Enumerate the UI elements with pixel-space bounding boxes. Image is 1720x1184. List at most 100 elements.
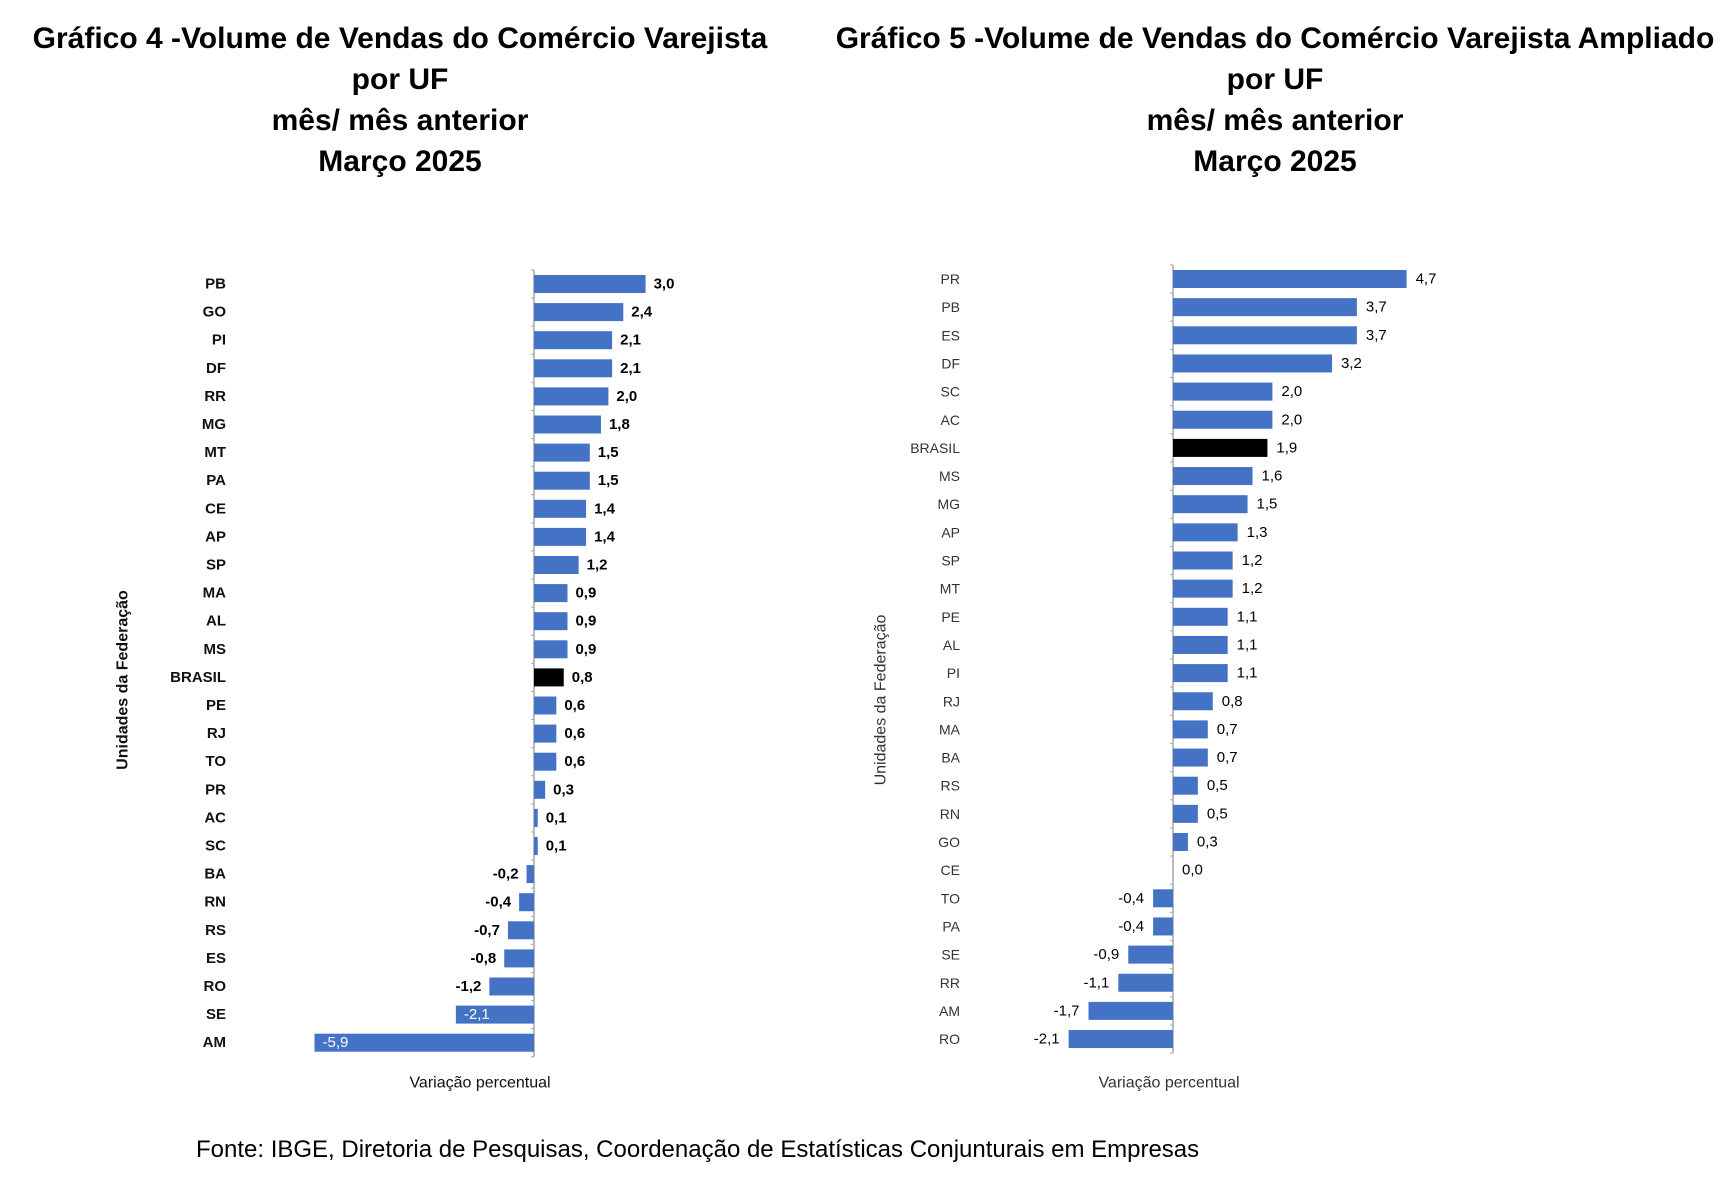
chart-5-category-label: RO xyxy=(939,1031,960,1047)
chart-5-value-label: 1,9 xyxy=(1276,439,1297,456)
chart-4-bar-brasil xyxy=(534,668,564,687)
chart-5-category-label: BA xyxy=(941,750,960,766)
chart-5-value-label: 2,0 xyxy=(1281,411,1302,428)
chart-4-y-axis-title: Unidades da Federação xyxy=(115,590,132,770)
chart-5-value-label: 0,8 xyxy=(1222,693,1243,710)
chart-5-value-label: 1,5 xyxy=(1257,496,1278,513)
chart-5-category-label: MS xyxy=(939,468,960,484)
chart-5-category-label: SP xyxy=(941,553,960,569)
chart-4-category-label: BA xyxy=(204,866,226,883)
chart-5-category-label: PR xyxy=(941,271,960,287)
chart-4-value-label: 0,9 xyxy=(575,641,596,658)
chart-5-category-label: RN xyxy=(940,806,960,822)
chart-4-bar-pe xyxy=(534,696,557,715)
chart-5-bar-es xyxy=(1173,326,1357,345)
chart-5-category-label: AP xyxy=(941,524,960,540)
chart-4-category-label: SC xyxy=(205,838,226,855)
chart-5-bar-sc xyxy=(1173,382,1273,401)
chart-4-bar-ba xyxy=(526,865,534,884)
chart-4-title-line-3: mês/ mês anterior xyxy=(271,104,529,137)
chart-5-category-label: RS xyxy=(941,778,960,794)
chart-4-category-label: RS xyxy=(205,922,226,939)
chart-5-bar-am xyxy=(1088,1001,1173,1020)
chart-4-value-label: -0,7 xyxy=(474,922,500,939)
chart-4-bar-ro xyxy=(489,977,534,996)
chart-5-category-label: TO xyxy=(941,890,960,906)
chart-5-value-label: -1,7 xyxy=(1054,1002,1080,1019)
chart-4-value-label: 0,6 xyxy=(564,697,585,714)
chart-4-title-line-4: Março 2025 xyxy=(318,145,482,178)
chart-4-value-label: 2,1 xyxy=(620,332,641,349)
chart-5-category-label: ES xyxy=(941,327,960,343)
chart-4-category-label: AL xyxy=(206,613,226,630)
chart-4-bar-am xyxy=(314,1033,534,1052)
chart-4-bar-go xyxy=(534,303,624,322)
chart-5-value-label: 0,7 xyxy=(1217,749,1238,766)
chart-4-category-label: BRASIL xyxy=(170,669,226,686)
chart-4-category-label: MA xyxy=(203,585,226,602)
chart-5-value-label: -1,1 xyxy=(1083,974,1109,991)
chart-4-category-label: MT xyxy=(204,444,226,461)
chart-4-plot: PB 3,0 GO 2,4 PI 2,1 DF 2,1 RR 2,0 MG 1,8 MT 1,5 PA 1,5… xyxy=(115,269,674,1092)
chart-4-category-label: RO xyxy=(204,978,227,995)
chart-5-value-label: 0,0 xyxy=(1182,862,1203,879)
chart-4-bar-mt xyxy=(534,443,590,462)
chart-5-title-line-4: Março 2025 xyxy=(1193,145,1357,178)
chart-5-bar-to xyxy=(1153,889,1173,908)
chart-4-value-label: 1,4 xyxy=(594,500,616,517)
chart-4-category-label: SP xyxy=(206,557,226,574)
chart-4-title-line-2: por UF xyxy=(351,63,449,96)
chart-4-category-label: GO xyxy=(203,304,227,321)
chart-4-category-label: RJ xyxy=(207,725,226,742)
chart-5-value-label: 1,1 xyxy=(1237,636,1258,653)
chart-5-category-label: MG xyxy=(937,496,960,512)
chart-5-value-label: 0,5 xyxy=(1207,805,1228,822)
chart-4-bar-pr xyxy=(534,780,546,799)
chart-4-bar-to xyxy=(534,752,557,771)
chart-4-value-label: 1,8 xyxy=(609,416,630,433)
chart-4-title: Gráfico 4 -Volume de Vendas do Comércio … xyxy=(0,18,800,182)
chart-5-title-line-3: mês/ mês anterior xyxy=(1146,104,1404,137)
chart-5-bar-rr xyxy=(1118,973,1173,992)
chart-5-bar-pi xyxy=(1173,664,1228,683)
chart-5-category-label: AC xyxy=(941,412,960,428)
chart-5-category-label: PA xyxy=(942,918,960,934)
chart-5-title-line-2: por UF xyxy=(1226,63,1324,96)
chart-5-y-axis-title: Unidades da Federação xyxy=(873,615,890,786)
chart-5-category-label: SE xyxy=(941,947,960,963)
chart-4-bar-rs xyxy=(507,921,534,940)
chart-4-category-label: PA xyxy=(206,472,226,489)
chart-4-bar-es xyxy=(504,949,534,968)
chart-4-bar-al xyxy=(534,612,568,631)
chart-5-bar-pa xyxy=(1153,917,1173,936)
chart-5-title: Gráfico 5 -Volume de Vendas do Comércio … xyxy=(830,18,1720,182)
chart-4-bar-rn xyxy=(519,893,534,912)
chart-4-bar-pb xyxy=(534,275,646,293)
chart-4-bar-sc xyxy=(534,837,538,855)
chart-4-value-label: 0,1 xyxy=(546,809,567,826)
chart-4-value-label: 1,2 xyxy=(587,557,608,574)
chart-4-value-label: -2,1 xyxy=(464,1006,490,1023)
chart-5-category-label: CE xyxy=(941,862,960,878)
chart-5-bar-brasil xyxy=(1173,438,1268,457)
chart-4-title-line-1: Gráfico 4 -Volume de Vendas do Comércio … xyxy=(32,22,768,55)
chart-5-category-label: BRASIL xyxy=(910,440,960,456)
chart-4-category-label: RN xyxy=(204,894,226,911)
chart-5-bar-pe xyxy=(1173,607,1228,626)
chart-5-value-label: 3,2 xyxy=(1341,355,1362,372)
chart-4-bar-pi xyxy=(534,331,613,350)
chart-5-x-axis-title: Variação percentual xyxy=(1098,1075,1239,1092)
chart-4-value-label: 0,6 xyxy=(564,753,585,770)
chart-5-bar-mg xyxy=(1173,495,1248,514)
chart-4-value-label: -0,2 xyxy=(493,866,519,883)
chart-5-value-label: -0,4 xyxy=(1118,918,1144,935)
chart-5-category-label: MA xyxy=(939,721,961,737)
chart-4-bar-se xyxy=(455,1005,534,1024)
chart-5-value-label: 0,3 xyxy=(1197,834,1218,851)
chart-4-value-label: 0,9 xyxy=(575,585,596,602)
chart-4-bar-pa xyxy=(534,471,590,490)
chart-4-value-label: 1,5 xyxy=(598,472,619,489)
chart-4-bar-df xyxy=(534,359,613,378)
chart-4-bar-sp xyxy=(534,556,579,574)
chart-5-plot: PR 4,7 PB 3,7 ES 3,7 DF 3,2 SC 2,0 AC 2,0 BRASIL 1,9 M… xyxy=(873,264,1436,1092)
